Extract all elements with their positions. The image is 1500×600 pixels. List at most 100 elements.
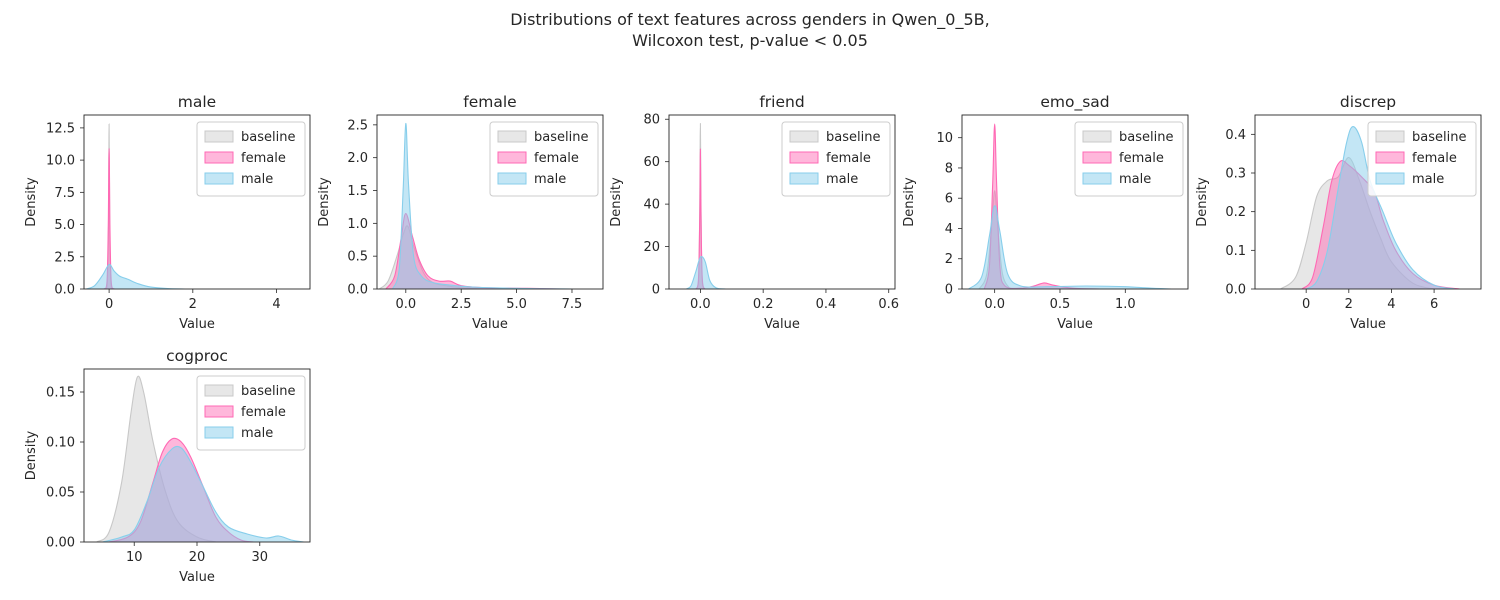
axes-frame — [83, 114, 311, 290]
density-fill-male — [86, 264, 185, 289]
density-areas — [968, 123, 1172, 289]
y-tick-label: 1.0 — [347, 217, 368, 232]
subplot-emo_sad: 0.0 0.5 1.0 0 2 4 6 8 10 emo_sad Value Density basel… — [902, 93, 1189, 332]
y-tick-label: 0.00 — [46, 536, 75, 551]
axes-frame — [668, 114, 896, 290]
x-tick-label: 5.0 — [506, 297, 527, 312]
density-fill-female — [696, 149, 705, 289]
y-tick-label: 0.3 — [1225, 167, 1246, 182]
subplot-title: cogproc — [166, 347, 228, 365]
legend-label-baseline: baseline — [826, 130, 880, 145]
y-axis-label: Density — [902, 177, 917, 227]
density-line-male — [968, 205, 1172, 289]
density-line-male — [102, 445, 304, 542]
x-tick-label: 2.5 — [451, 297, 472, 312]
legend: baseline female male — [196, 121, 306, 197]
y-tick-label: 2 — [945, 252, 953, 267]
subplot-title: female — [463, 93, 516, 111]
subplot-title: discrep — [1340, 93, 1396, 111]
density-line-male — [685, 256, 726, 289]
legend: baseline female male — [1074, 121, 1184, 197]
legend-label-baseline: baseline — [1412, 130, 1466, 145]
legend-swatch-baseline — [789, 130, 819, 143]
legend-swatch-female — [1375, 151, 1405, 164]
density-fill-male — [686, 256, 726, 289]
x-tick-label: 10 — [126, 550, 143, 565]
legend: baseline female male — [489, 121, 599, 197]
y-tick-label: 60 — [643, 155, 660, 170]
x-tick-label: 2 — [1345, 297, 1353, 312]
subplot-title: emo_sad — [1040, 93, 1109, 112]
x-tick-label: 0.6 — [878, 297, 899, 312]
x-tick-label: 0.4 — [816, 297, 837, 312]
legend-label-male: male — [241, 172, 273, 187]
axes-frame — [961, 114, 1189, 290]
legend: baseline female male — [1367, 121, 1477, 197]
y-axis-label: Density — [1195, 177, 1210, 227]
density-areas — [378, 122, 573, 289]
y-tick-label: 1.5 — [347, 184, 368, 199]
y-tick-label: 0.0 — [54, 283, 75, 298]
x-tick-label: 0.0 — [395, 297, 416, 312]
subplot-male: 0 2 4 0.0 2.5 5.0 7.5 10.0 12.5 male Value Density b… — [24, 93, 311, 332]
y-axis-label: Density — [317, 177, 332, 227]
legend-swatch-baseline — [497, 130, 527, 143]
figure-title-line1: Distributions of text features across ge… — [510, 10, 990, 29]
x-axis-label: Value — [1057, 317, 1093, 332]
x-axis-label: Value — [179, 317, 215, 332]
legend-label-female: female — [241, 405, 286, 420]
density-fill-male — [392, 123, 572, 289]
y-tick-label: 40 — [643, 198, 660, 213]
legend-swatch-female — [204, 405, 234, 418]
x-tick-label: 0.0 — [984, 297, 1005, 312]
y-tick-label: 0 — [945, 283, 953, 298]
legend-swatch-male — [1082, 172, 1112, 185]
y-tick-label: 7.5 — [54, 186, 75, 201]
y-tick-label: 5.0 — [54, 218, 75, 233]
y-tick-label: 0.05 — [46, 486, 75, 501]
density-fill-baseline — [96, 376, 216, 542]
y-tick-label: 2.5 — [347, 118, 368, 133]
y-axis-label: Density — [24, 430, 39, 480]
x-tick-label: 1.0 — [1115, 297, 1136, 312]
legend-label-female: female — [534, 151, 579, 166]
y-tick-label: 10 — [936, 131, 953, 146]
y-tick-label: 2.5 — [54, 250, 75, 265]
legend-label-female: female — [241, 151, 286, 166]
legend-swatch-male — [204, 426, 234, 439]
x-tick-label: 4 — [272, 297, 280, 312]
legend-swatch-male — [497, 172, 527, 185]
y-tick-label: 4 — [945, 222, 953, 237]
legend-label-female: female — [1119, 151, 1164, 166]
y-tick-label: 20 — [643, 240, 660, 255]
legend-swatch-male — [1375, 172, 1405, 185]
legend: baseline female male — [781, 121, 891, 197]
subplot-title: friend — [759, 93, 804, 111]
legend-swatch-baseline — [1082, 130, 1112, 143]
axes-frame — [376, 114, 604, 290]
x-tick-label: 7.5 — [562, 297, 583, 312]
legend-swatch-baseline — [204, 384, 234, 397]
legend-swatch-male — [789, 172, 819, 185]
y-tick-label: 80 — [643, 113, 660, 128]
legend-swatch-male — [204, 172, 234, 185]
density-areas — [85, 123, 185, 289]
x-axis-label: Value — [1350, 317, 1386, 332]
subplot-friend: 0.0 0.2 0.4 0.6 0 20 40 60 80 friend Value Density b… — [609, 93, 899, 332]
density-line-male — [391, 122, 573, 289]
x-tick-label: 0.0 — [690, 297, 711, 312]
legend-label-male: male — [241, 426, 273, 441]
subplot-cogproc: 10 20 30 0.00 0.05 0.10 0.15 cogproc Value Densit… — [24, 347, 311, 585]
x-tick-label: 6 — [1430, 297, 1438, 312]
y-tick-label: 2.0 — [347, 151, 368, 166]
density-areas — [96, 375, 304, 542]
y-tick-label: 0.4 — [1225, 128, 1246, 143]
y-tick-label: 0.1 — [1225, 244, 1246, 259]
x-axis-label: Value — [764, 317, 800, 332]
x-tick-label: 0.2 — [753, 297, 774, 312]
legend-swatch-female — [789, 151, 819, 164]
subplot-female: 0.0 2.5 5.0 7.5 0.0 0.5 1.0 1.5 2.0 2.5 female Valu… — [317, 93, 604, 332]
x-axis-label: Value — [472, 317, 508, 332]
legend-swatch-female — [497, 151, 527, 164]
y-tick-label: 0.2 — [1225, 205, 1246, 220]
